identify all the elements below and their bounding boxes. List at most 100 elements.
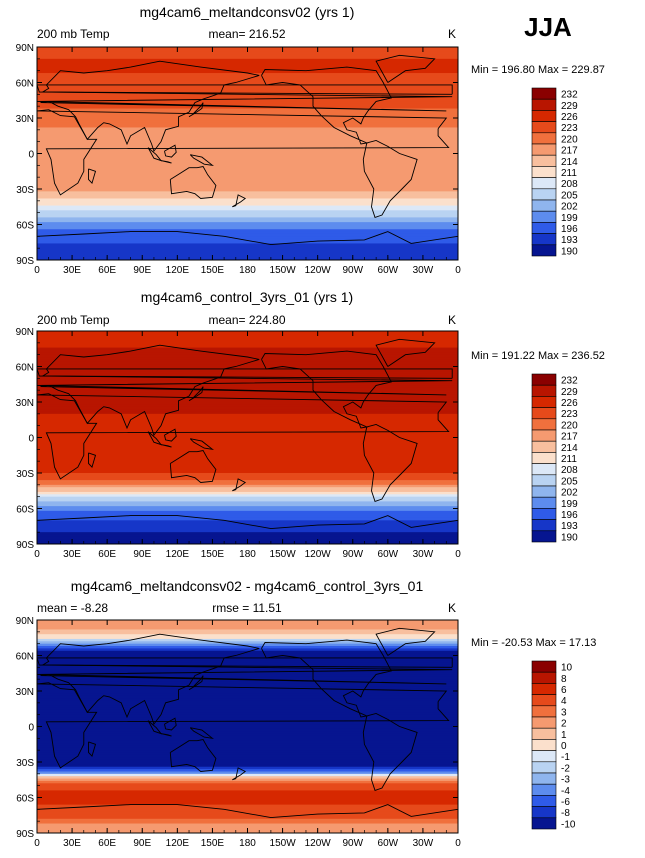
contour-band xyxy=(37,385,458,389)
coastline xyxy=(164,144,177,158)
colorbar-label: 208 xyxy=(561,465,578,476)
contour-band xyxy=(37,446,458,450)
lat-tick-label: 30N xyxy=(16,114,34,125)
lat-tick-label: 90N xyxy=(16,616,34,627)
contour-band xyxy=(37,629,458,633)
coastline xyxy=(169,165,217,199)
contour-band xyxy=(37,463,458,467)
panel-stat-label: rmse = 11.51 xyxy=(212,601,282,615)
contour-band xyxy=(37,162,458,166)
colorbar-label: 226 xyxy=(561,398,578,409)
colorbar-label: -10 xyxy=(561,819,576,830)
coastline xyxy=(37,231,458,246)
colorbar-label: 214 xyxy=(561,443,578,454)
contour-band xyxy=(37,340,458,344)
contour-band xyxy=(37,494,458,498)
contour-band xyxy=(37,534,458,538)
colorbar-label: 232 xyxy=(561,376,578,387)
lat-tick-label: 30N xyxy=(16,687,34,698)
colorbar-swatch xyxy=(531,121,557,134)
contour-band xyxy=(37,724,458,728)
panel-units: K xyxy=(448,313,456,327)
contour-band xyxy=(37,653,458,657)
contour-band xyxy=(37,771,458,775)
contour-band xyxy=(37,754,458,758)
panel-stat-label: mean= 224.80 xyxy=(208,313,285,327)
colorbar-label: 232 xyxy=(561,90,578,101)
lon-tick-label: 150W xyxy=(270,265,297,276)
colorbar-swatch xyxy=(531,452,557,464)
colorbar-swatch xyxy=(531,440,557,453)
coastline xyxy=(160,160,172,164)
contour-band xyxy=(37,200,458,204)
lon-tick-label: 0 xyxy=(455,549,461,560)
contour-band xyxy=(37,726,458,730)
coastline xyxy=(232,767,247,781)
contour-band xyxy=(37,662,458,666)
contour-band xyxy=(37,804,458,808)
lat-tick-label: 30S xyxy=(16,185,34,196)
contour-band xyxy=(37,357,458,360)
lon-tick-label: 90W xyxy=(342,549,363,560)
colorbar-label: 2 xyxy=(561,719,567,730)
contour-band xyxy=(37,655,458,659)
contour-band xyxy=(37,503,458,507)
contour-band xyxy=(37,236,458,240)
contour-band xyxy=(37,672,458,676)
colorbar-label: 217 xyxy=(561,146,578,157)
contour-band xyxy=(37,210,458,214)
lon-tick-label: 0 xyxy=(455,265,461,276)
contour-band xyxy=(37,84,458,88)
contour-band xyxy=(37,731,458,735)
contour-band xyxy=(37,103,458,107)
lon-tick-label: 150W xyxy=(270,549,297,560)
contour-band xyxy=(37,366,458,370)
colorbar-label: 205 xyxy=(561,190,578,201)
colorbar-swatch xyxy=(531,496,557,509)
colorbar-swatch xyxy=(531,87,557,100)
panel-control: mg4cam6_control_3yrs_01 (yrs 1) 200 mb Te… xyxy=(16,289,605,560)
contour-band xyxy=(37,58,458,62)
contour-band xyxy=(37,691,458,694)
colorbar-swatch xyxy=(531,244,557,257)
contour-band xyxy=(37,342,458,346)
colorbar-swatch xyxy=(531,384,557,397)
panel-left-label: mean = -8.28 xyxy=(37,601,108,615)
colorbar-label: 220 xyxy=(561,134,578,145)
contour-band xyxy=(37,648,458,652)
colorbar-swatch xyxy=(531,795,557,807)
contour-band xyxy=(37,338,458,342)
lon-tick-label: 60E xyxy=(98,838,116,849)
contour-band xyxy=(37,56,458,60)
contour-band xyxy=(37,196,458,200)
colorbar-swatch xyxy=(531,671,557,684)
contour-band xyxy=(37,676,458,680)
contour-band xyxy=(37,816,458,820)
contour-band xyxy=(37,89,458,93)
contour-band xyxy=(37,679,458,683)
contour-band xyxy=(37,681,458,685)
contour-band xyxy=(37,160,458,164)
contour-band xyxy=(37,148,458,152)
contour-band xyxy=(37,735,458,739)
colorbar-label: 229 xyxy=(561,387,578,398)
colorbar-swatch xyxy=(531,727,557,740)
contour-band xyxy=(37,444,458,448)
contour-band xyxy=(37,624,458,628)
colorbar-label: 223 xyxy=(561,123,578,134)
map-field xyxy=(37,47,458,260)
colorbar-label: 0 xyxy=(561,741,567,752)
colorbar-swatch xyxy=(531,166,557,178)
lat-tick-label: 90N xyxy=(16,327,34,338)
coastline xyxy=(37,393,450,480)
lon-tick-label: 0 xyxy=(34,265,40,276)
contour-band xyxy=(37,248,458,252)
contour-band xyxy=(37,461,458,465)
contour-band xyxy=(37,762,458,765)
colorbar-swatch xyxy=(531,485,557,498)
coastline xyxy=(88,452,97,468)
panel-experiment: mg4cam6_meltandconsv02 (yrs 1) 200 mb Tem… xyxy=(16,4,605,276)
colorbar-label: 3 xyxy=(561,707,567,718)
contour-band xyxy=(37,205,458,209)
contour-band xyxy=(37,51,458,55)
